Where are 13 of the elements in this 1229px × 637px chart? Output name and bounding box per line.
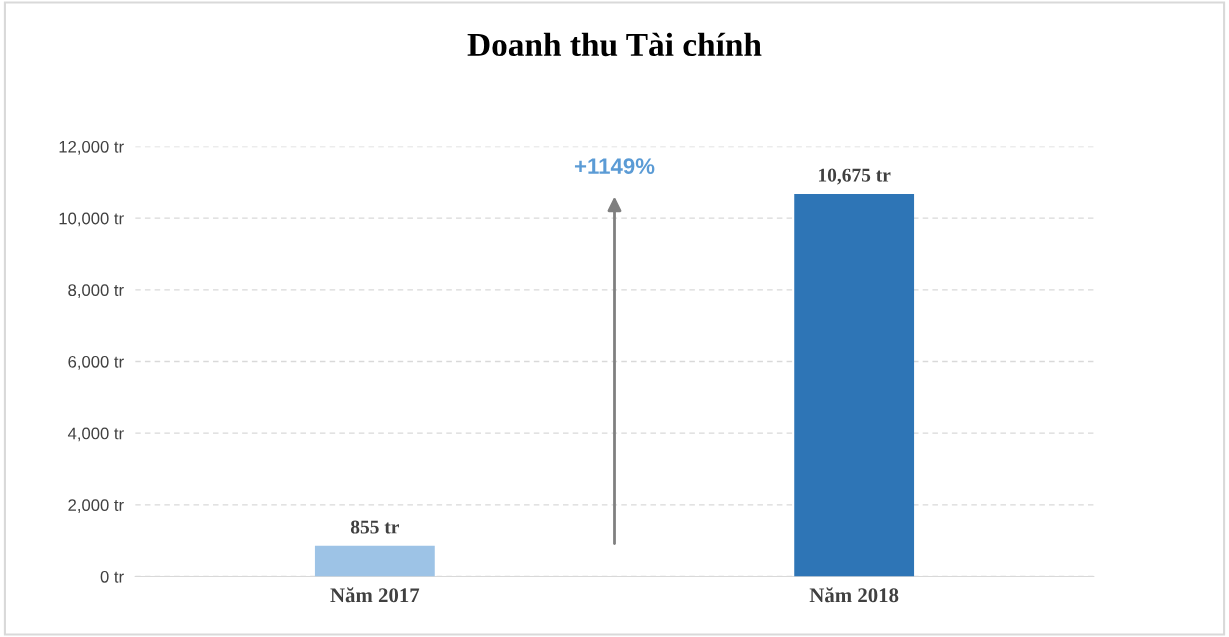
y-tick-label: 10,000 tr bbox=[59, 212, 124, 227]
y-tick-label: 6,000 tr bbox=[68, 355, 124, 370]
x-tick-label: Năm 2018 bbox=[809, 587, 899, 603]
data-label: 10,675 tr bbox=[818, 168, 891, 185]
x-tick-label: Năm 2017 bbox=[330, 587, 420, 603]
data-label: 855 tr bbox=[350, 520, 399, 534]
y-tick-label: 12,000 tr bbox=[59, 140, 124, 155]
y-tick-label: 4,000 tr bbox=[67, 427, 124, 442]
y-tick-label: 8,000 tr bbox=[68, 284, 124, 299]
y-tick-label: 2,000 tr bbox=[68, 499, 124, 513]
chart-title: Doanh thu Tài chính bbox=[467, 32, 762, 57]
annotation: +1149% bbox=[574, 158, 655, 174]
y-tick-label: 0 tr bbox=[100, 570, 124, 583]
